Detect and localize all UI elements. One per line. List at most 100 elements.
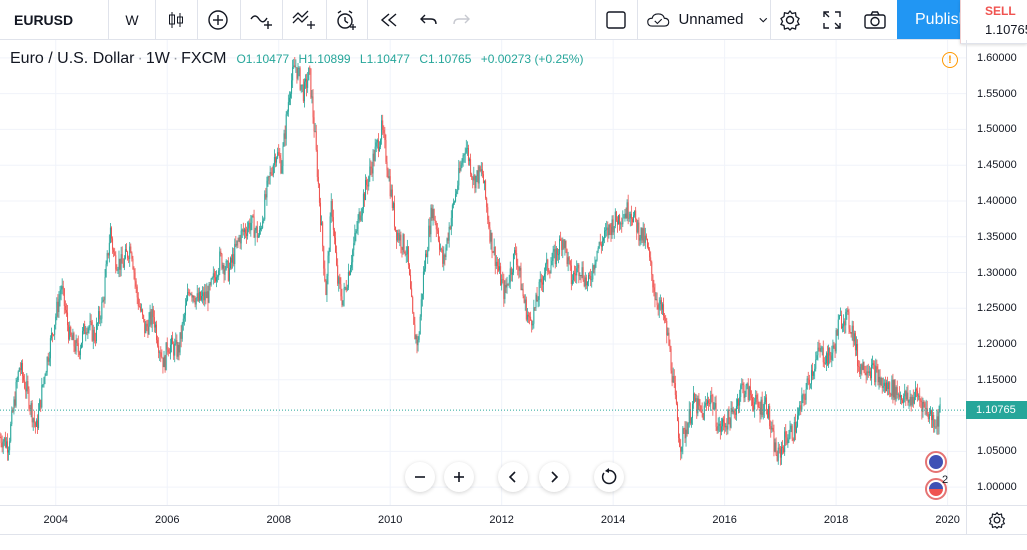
candle-up xyxy=(445,247,447,258)
snapshot-button[interactable] xyxy=(856,0,894,39)
candles-icon xyxy=(169,11,183,28)
candle-up xyxy=(362,193,364,209)
candle-down xyxy=(694,393,696,402)
candle-down xyxy=(221,254,223,269)
symbol-search[interactable]: EURUSD xyxy=(14,11,74,28)
candle-down xyxy=(716,426,718,431)
candle-up xyxy=(805,389,807,400)
candle-down xyxy=(413,312,415,325)
candle-down xyxy=(933,415,935,427)
candle-up xyxy=(360,215,362,221)
chart-style-button[interactable] xyxy=(158,0,194,39)
candle-up xyxy=(190,294,192,295)
candle-down xyxy=(569,260,571,266)
candle-up xyxy=(448,226,450,241)
candle-up xyxy=(682,428,684,447)
interval-button[interactable]: W xyxy=(125,11,139,28)
candle-down xyxy=(391,189,393,208)
candle-down xyxy=(505,284,507,288)
candle-up xyxy=(913,397,915,404)
chart-legend: Euro / U.S. Dollar · 1W · FXCM O1.10477 … xyxy=(10,49,589,69)
candle-up xyxy=(690,417,692,424)
layout-name-menu[interactable]: Unnamed xyxy=(640,0,768,39)
candle-up xyxy=(512,253,514,273)
zoom-in-button[interactable] xyxy=(444,462,474,492)
chevron-left-icon xyxy=(508,471,516,483)
economic-event-marker[interactable] xyxy=(925,478,947,500)
warning-icon[interactable]: ! xyxy=(942,52,958,68)
candle-down xyxy=(554,249,556,265)
candle-up xyxy=(430,207,432,235)
alert-button[interactable] xyxy=(328,0,364,39)
symbol-title[interactable]: Euro / U.S. Dollar xyxy=(10,50,135,67)
candle-up xyxy=(855,344,857,351)
candle-down xyxy=(638,222,640,241)
scroll-right-button[interactable] xyxy=(539,462,569,492)
settings-button[interactable] xyxy=(772,0,808,39)
candle-up xyxy=(463,154,465,156)
candle-down xyxy=(844,321,846,326)
indicators-button[interactable] xyxy=(285,0,323,39)
candle-down xyxy=(408,264,410,275)
candle-down xyxy=(188,292,190,293)
candle-down xyxy=(4,437,6,447)
candle-up xyxy=(816,355,818,360)
candle-down xyxy=(657,305,659,310)
compare-button[interactable] xyxy=(243,0,279,39)
candle-up xyxy=(714,403,716,408)
candle-up xyxy=(605,229,607,231)
candle-down xyxy=(396,230,398,241)
candle-down xyxy=(189,292,191,295)
candle-up xyxy=(422,271,424,294)
economic-event-marker[interactable] xyxy=(925,451,947,473)
candle-down xyxy=(786,437,788,444)
add-indicator-button[interactable] xyxy=(200,0,236,39)
candle-down xyxy=(203,292,205,301)
candle-down xyxy=(296,67,298,79)
publish-button[interactable]: Publish xyxy=(897,0,960,39)
price-axis[interactable]: 1.000001.050001.100001.150001.200001.250… xyxy=(966,40,1027,505)
sell-widget[interactable]: SELL 1.10765 xyxy=(960,0,1027,44)
candle-up xyxy=(174,343,176,356)
reset-chart-button[interactable] xyxy=(594,462,624,492)
candle-up xyxy=(727,409,729,430)
candle-down xyxy=(670,348,672,371)
candle-down xyxy=(523,296,525,303)
candle-down xyxy=(348,272,350,275)
candle-up xyxy=(298,68,300,70)
candle-down xyxy=(540,278,542,283)
candle-up xyxy=(720,426,722,432)
axis-settings-button[interactable] xyxy=(966,505,1027,534)
layout-button[interactable] xyxy=(598,0,634,39)
undo-button[interactable] xyxy=(412,0,446,39)
candle-up xyxy=(895,387,897,400)
candle-down xyxy=(359,212,361,221)
candle-down xyxy=(274,157,276,163)
replay-button[interactable] xyxy=(370,0,408,39)
candle-up xyxy=(183,315,185,319)
legend-exchange: FXCM xyxy=(181,50,227,67)
time-axis[interactable]: 2004 2006 2008 2010 2012 2014 2016 2018 2020 xyxy=(0,505,966,534)
candle-down xyxy=(271,174,273,175)
candle-down xyxy=(231,257,233,263)
candle-up xyxy=(909,396,911,401)
redo-button[interactable] xyxy=(444,0,478,39)
y-tick-label: 1.00000 xyxy=(977,481,1017,494)
zoom-out-button[interactable] xyxy=(405,462,435,492)
candle-up xyxy=(201,296,203,300)
candle-up xyxy=(821,347,823,349)
candle-up xyxy=(350,267,352,275)
candle-down xyxy=(575,274,577,276)
y-tick-label: 1.05000 xyxy=(977,445,1017,458)
cloud-icon xyxy=(647,12,670,27)
candle-up xyxy=(533,307,535,324)
fullscreen-button[interactable] xyxy=(814,0,850,39)
candle-up xyxy=(768,406,770,418)
candle-up xyxy=(875,366,877,383)
candle-down xyxy=(829,347,831,356)
toolbar-divider xyxy=(282,0,283,39)
scroll-left-button[interactable] xyxy=(498,462,528,492)
candle-down xyxy=(132,258,134,269)
price-chart[interactable] xyxy=(0,40,966,505)
candle-up xyxy=(257,235,259,238)
